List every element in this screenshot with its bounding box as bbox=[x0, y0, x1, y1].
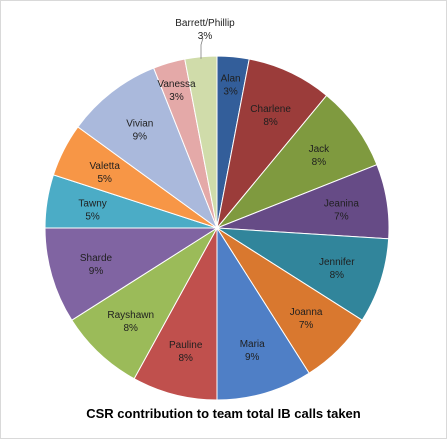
slice-label-tawny: Tawny 5% bbox=[78, 198, 106, 222]
slice-label-maria: Maria 9% bbox=[240, 339, 265, 363]
slice-label-jack: Jack 8% bbox=[309, 144, 331, 168]
slice-name: Jack bbox=[309, 144, 331, 155]
slice-name: Vanessa bbox=[157, 79, 196, 90]
slice-label-pauline: Pauline 8% bbox=[169, 340, 203, 364]
slice-name: Charlene bbox=[250, 104, 291, 115]
slice-percent: 9% bbox=[245, 352, 260, 363]
pie-slice-vivian bbox=[77, 67, 219, 230]
label-leader-line bbox=[200, 37, 204, 59]
slice-label-vivian: Vivian 9% bbox=[126, 118, 153, 142]
slice-percent: 7% bbox=[299, 320, 314, 331]
slice-percent: 9% bbox=[89, 266, 104, 277]
slice-percent: 5% bbox=[97, 174, 112, 185]
slice-percent: 5% bbox=[85, 211, 100, 222]
slice-label-alan: Alan 3% bbox=[221, 74, 241, 98]
slice-name: Sharde bbox=[80, 253, 113, 264]
slice-name: Jennifer bbox=[319, 257, 355, 268]
slice-label-jeanina: Jeanina 7% bbox=[324, 198, 359, 222]
slice-name: Maria bbox=[240, 339, 265, 350]
slice-name: Joanna bbox=[290, 307, 323, 318]
slice-percent: 3% bbox=[198, 31, 213, 42]
slice-label-valetta: Valetta 5% bbox=[90, 161, 121, 185]
slice-name: Barrett/Phillip bbox=[175, 18, 235, 29]
slice-name: Rayshawn bbox=[107, 310, 154, 321]
slice-label-charlene: Charlene 8% bbox=[250, 104, 291, 128]
slice-percent: 9% bbox=[133, 131, 148, 142]
slice-percent: 3% bbox=[169, 92, 184, 103]
slice-percent: 8% bbox=[178, 353, 193, 364]
slice-label-rayshawn: Rayshawn 8% bbox=[107, 310, 154, 334]
chart-title: CSR contribution to team total IB calls … bbox=[86, 406, 361, 421]
slice-label-barrett-phillip: Barrett/Phillip 3% bbox=[175, 18, 235, 42]
slice-percent: 8% bbox=[312, 157, 327, 168]
pie-slice-sharde bbox=[44, 227, 219, 321]
slice-name: Pauline bbox=[169, 340, 203, 351]
slice-percent: 8% bbox=[123, 323, 138, 334]
slice-name: Valetta bbox=[90, 161, 121, 172]
slice-percent: 7% bbox=[334, 211, 349, 222]
slice-label-jennifer: Jennifer 8% bbox=[319, 257, 355, 281]
slice-percent: 8% bbox=[263, 117, 278, 128]
slice-name: Vivian bbox=[126, 118, 153, 129]
slice-name: Jeanina bbox=[324, 198, 359, 209]
slice-label-joanna: Joanna 7% bbox=[290, 307, 323, 331]
slice-name: Alan bbox=[221, 74, 241, 85]
pie-slice-maria bbox=[216, 226, 310, 401]
slice-label-sharde: Sharde 9% bbox=[80, 253, 113, 277]
slice-percent: 8% bbox=[330, 270, 345, 281]
slice-percent: 3% bbox=[223, 87, 238, 98]
slice-label-vanessa: Vanessa 3% bbox=[157, 79, 196, 103]
slice-name: Tawny bbox=[78, 198, 106, 209]
